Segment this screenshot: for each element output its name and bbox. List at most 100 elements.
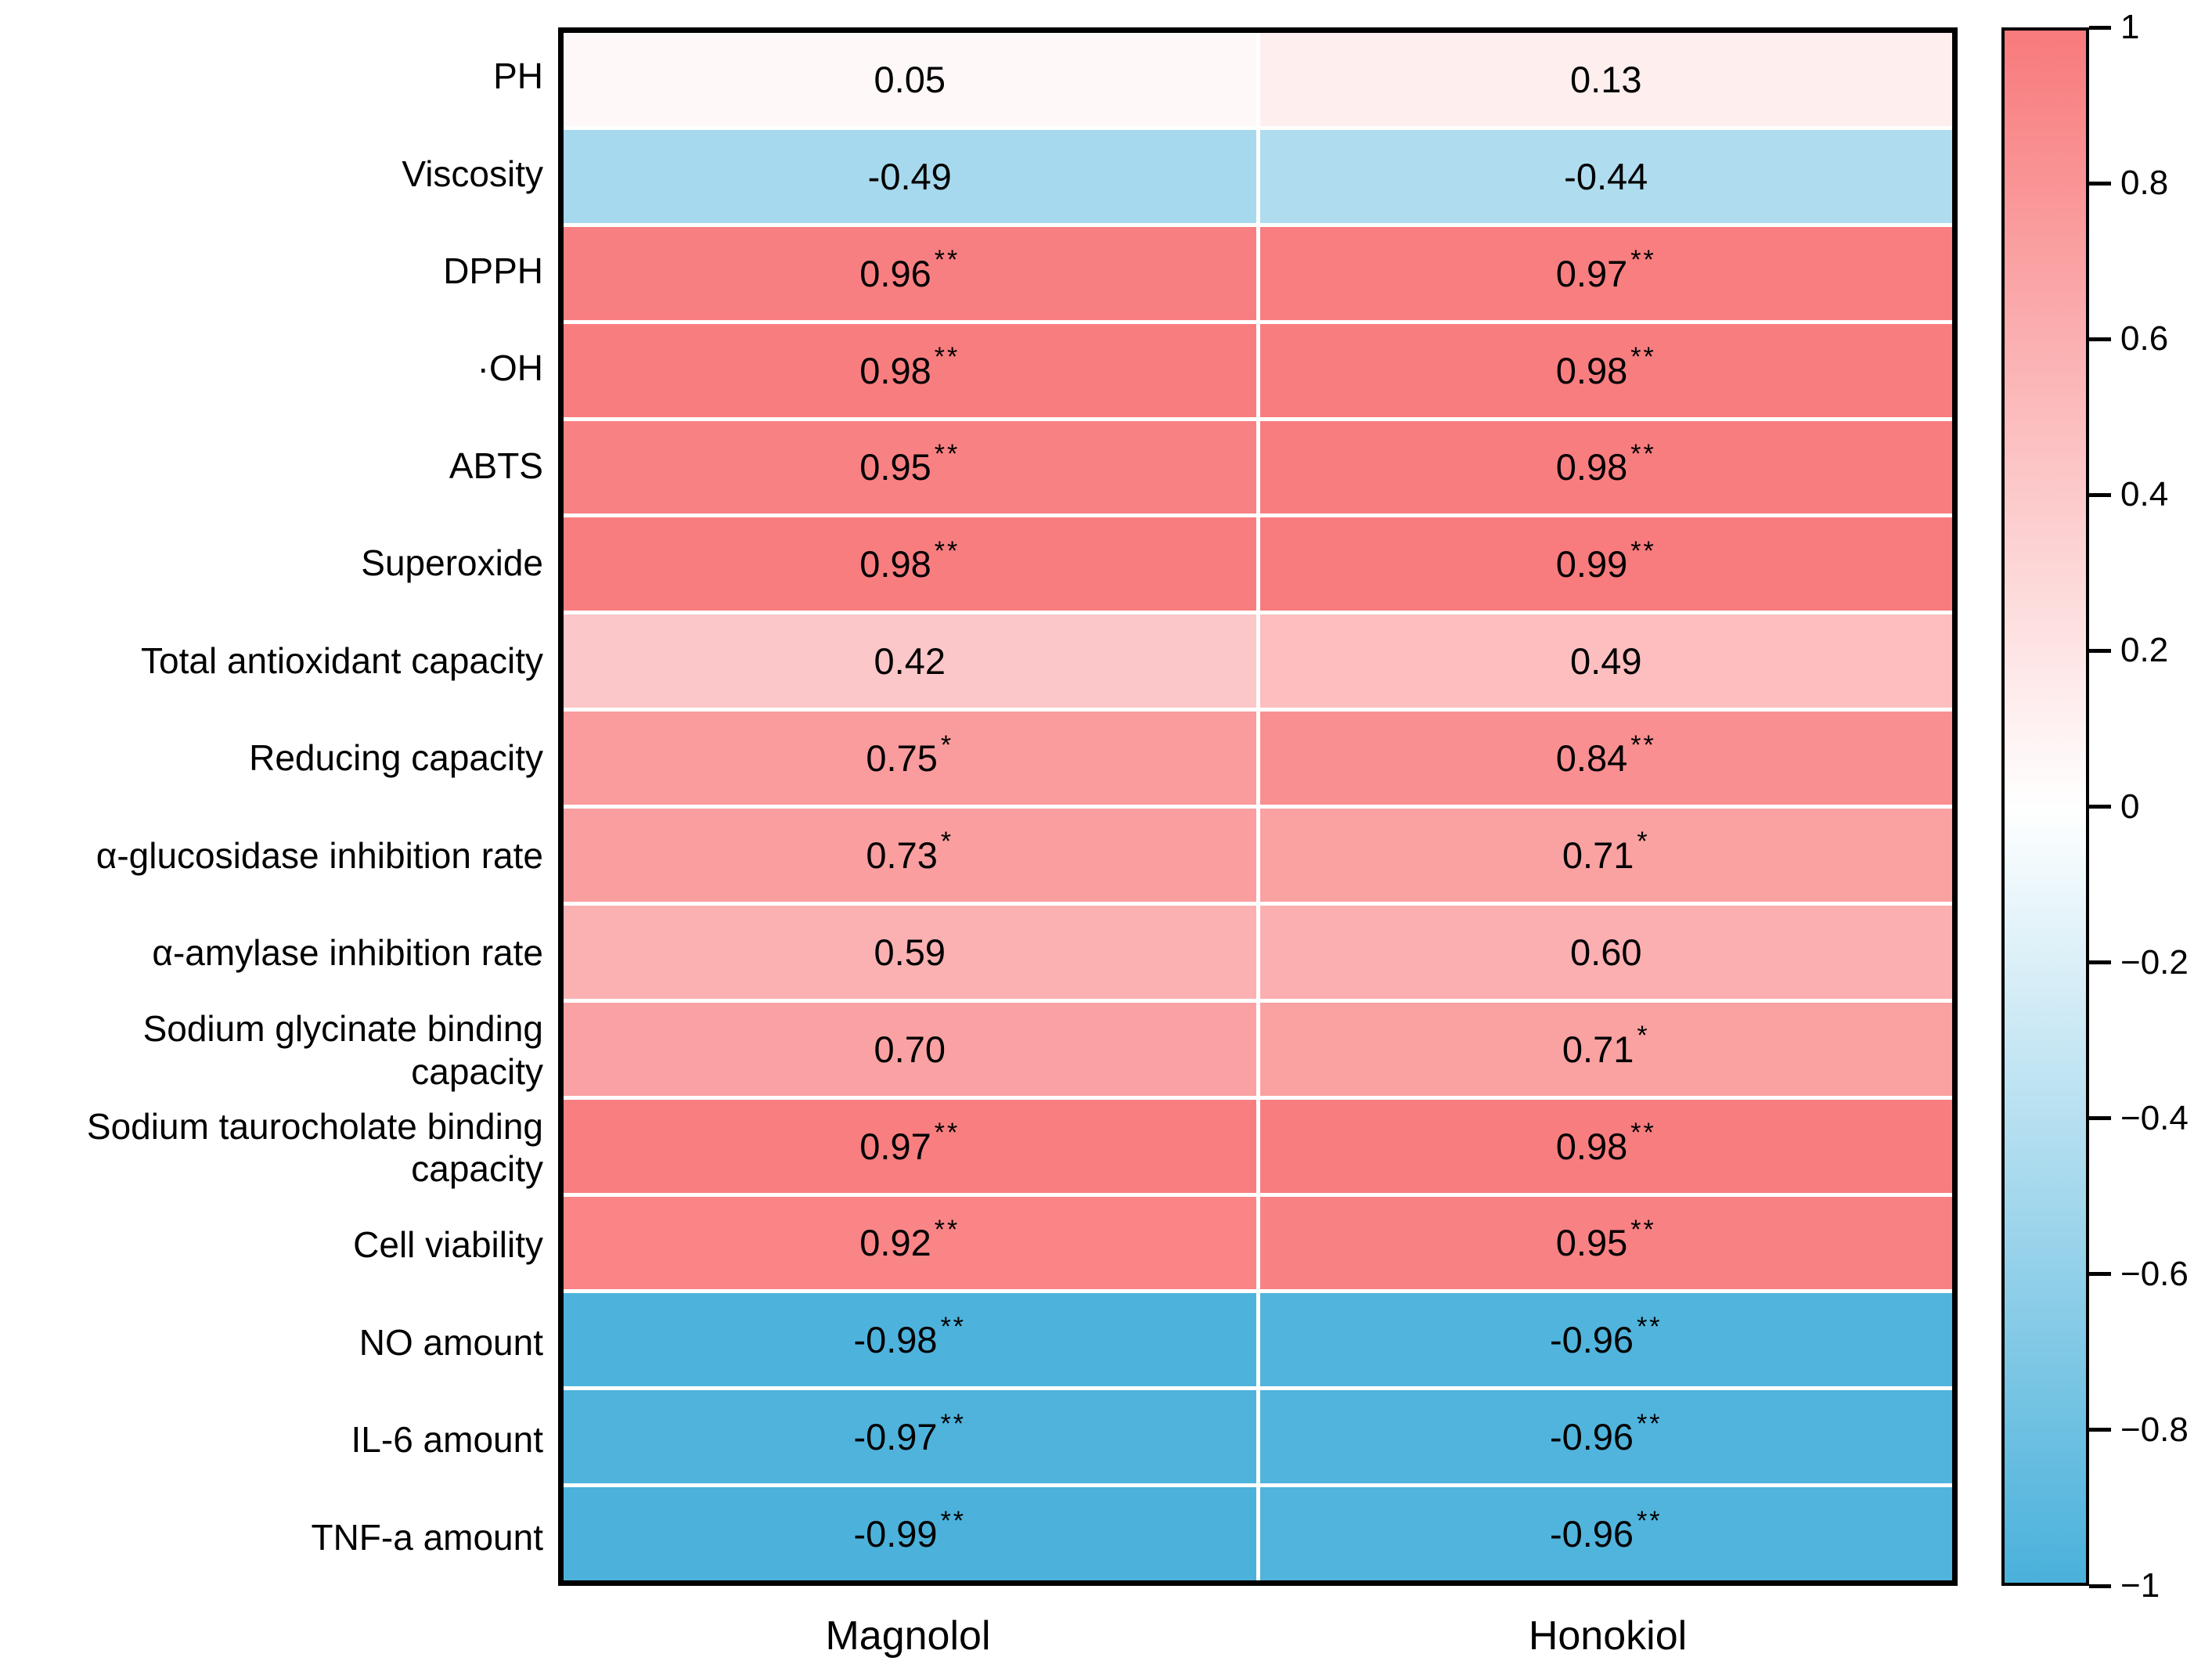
heatmap-cell: 0.98 **	[1259, 323, 1952, 417]
heatmap-cell: -0.44	[1259, 129, 1952, 223]
heatmap-cell: 0.13	[1259, 33, 1952, 126]
heatmap-cell: 0.75 *	[564, 712, 1256, 805]
row-label: Cell viability	[353, 1224, 543, 1266]
cell-significance: **	[934, 438, 960, 469]
row-label: Reducing capacity	[249, 737, 543, 779]
cell-significance: **	[1637, 1311, 1663, 1342]
cell-value: -0.96	[1549, 1319, 1634, 1361]
colorbar-tick-label: 1	[2120, 8, 2140, 46]
heatmap-cell: 0.84 **	[1259, 712, 1952, 805]
colorbar-tick	[2089, 492, 2111, 497]
cell-significance: **	[934, 342, 960, 373]
cell-significance: **	[940, 1311, 967, 1342]
cell-value: -0.96	[1549, 1513, 1634, 1555]
cell-value: 0.42	[874, 640, 946, 683]
cell-value: 0.59	[874, 931, 946, 973]
colorbar-tick-label: 0	[2120, 787, 2140, 826]
heatmap-cell: 0.98 **	[1259, 420, 1952, 514]
row-label: TNF-a amount	[311, 1516, 543, 1558]
cell-significance: **	[940, 1408, 967, 1439]
cell-value: 0.98	[859, 349, 931, 391]
cell-significance: **	[1637, 1505, 1663, 1536]
cell-significance: **	[1630, 1214, 1656, 1245]
column-label-honokiol: Honokiol	[1528, 1613, 1688, 1659]
row-label: ·OH	[477, 348, 543, 389]
colorbar-tick-label: 0.6	[2120, 319, 2169, 358]
cell-significance: **	[1630, 245, 1656, 276]
cell-significance: **	[934, 535, 960, 566]
cell-value: 0.95	[859, 446, 931, 488]
colorbar	[2001, 27, 2089, 1586]
cell-value: 0.13	[1570, 58, 1642, 100]
cell-value: 0.98	[1555, 1125, 1628, 1167]
row-label: Sodium taurocholate binding capacity	[86, 1105, 543, 1190]
colorbar-tick-label: 0.8	[2120, 164, 2169, 203]
cell-value: 0.84	[1555, 737, 1628, 780]
row-label: NO amount	[358, 1321, 543, 1363]
cell-value: 0.05	[874, 58, 946, 100]
heatmap-cell: -0.98 **	[564, 1293, 1256, 1387]
colorbar-tick	[2089, 1584, 2111, 1588]
cell-significance: **	[1630, 730, 1656, 760]
row-label: PH	[493, 56, 543, 97]
heatmap-cell: -0.96 **	[1259, 1390, 1952, 1484]
row-label: Viscosity	[402, 153, 543, 194]
cell-value: -0.97	[853, 1416, 938, 1458]
cell-significance: **	[1637, 1408, 1663, 1439]
heatmap-cell: 0.95 **	[1259, 1196, 1952, 1290]
cell-significance: **	[1630, 535, 1656, 566]
cell-value: -0.49	[867, 155, 952, 197]
heatmap-cell: 0.71 *	[1259, 1002, 1952, 1096]
cell-value: 0.95	[1555, 1222, 1628, 1264]
cell-value: 0.96	[859, 252, 931, 294]
heatmap-cell: 0.60	[1259, 905, 1952, 999]
heatmap-cell: 0.98 **	[564, 517, 1256, 611]
heatmap-cell: -0.49	[564, 129, 1256, 223]
cell-significance: **	[1630, 342, 1656, 373]
cell-value: 0.70	[874, 1028, 946, 1070]
cell-value: 0.60	[1570, 931, 1642, 973]
cell-value: -0.96	[1549, 1416, 1634, 1458]
row-label: Sodium glycinate binding capacity	[142, 1008, 543, 1092]
heatmap-cell: 0.98 **	[564, 323, 1256, 417]
cell-value: 0.92	[859, 1222, 931, 1264]
row-label: α-glucosidase inhibition rate	[95, 834, 543, 876]
heatmap-cell: 0.95 **	[564, 420, 1256, 514]
heatmap-grid: 0.05 0.13 -0.49 -0.44 0.96 ** 0.97 ** 0.98 ** 0.98…	[558, 27, 1958, 1586]
colorbar-tick-label: 0.2	[2120, 631, 2169, 670]
colorbar-tick-label: −0.2	[2120, 942, 2189, 982]
row-label: α-amylase inhibition rate	[152, 932, 543, 974]
cell-significance: *	[940, 730, 954, 760]
row-label: ABTS	[449, 445, 543, 486]
cell-value: 0.71	[1562, 834, 1634, 876]
cell-significance: **	[934, 1118, 960, 1148]
heatmap-cell: 0.98 **	[1259, 1099, 1952, 1193]
cell-value: 0.98	[1555, 349, 1628, 391]
colorbar-tick-label: 0.4	[2120, 475, 2169, 514]
cell-significance: **	[934, 245, 960, 276]
heatmap-cell: 0.70	[564, 1002, 1256, 1096]
colorbar-tick	[2089, 1428, 2111, 1432]
colorbar-tick-label: −0.8	[2120, 1410, 2189, 1449]
colorbar-tick	[2089, 1272, 2111, 1277]
heatmap-cell: 0.59	[564, 905, 1256, 999]
heatmap-cell: -0.99 **	[564, 1487, 1256, 1580]
heatmap-cell: 0.99 **	[1259, 517, 1952, 611]
row-label: Total antioxidant capacity	[141, 640, 543, 681]
row-label: Superoxide	[361, 542, 543, 584]
row-label: IL-6 amount	[351, 1419, 543, 1461]
heatmap-cell: 0.05	[564, 33, 1256, 126]
cell-significance: *	[1637, 827, 1650, 857]
colorbar-tick-label: −0.4	[2120, 1098, 2189, 1137]
cell-value: 0.97	[859, 1125, 931, 1167]
cell-significance: *	[940, 827, 954, 857]
cell-value: 0.99	[1555, 543, 1628, 585]
heatmap-cell: 0.42	[564, 614, 1256, 708]
cell-significance: **	[934, 1214, 960, 1245]
cell-value: 0.71	[1562, 1028, 1634, 1070]
cell-value: 0.98	[1555, 446, 1628, 488]
cell-value: -0.44	[1564, 155, 1648, 197]
colorbar-tick	[2089, 337, 2111, 341]
row-label: DPPH	[443, 250, 543, 291]
